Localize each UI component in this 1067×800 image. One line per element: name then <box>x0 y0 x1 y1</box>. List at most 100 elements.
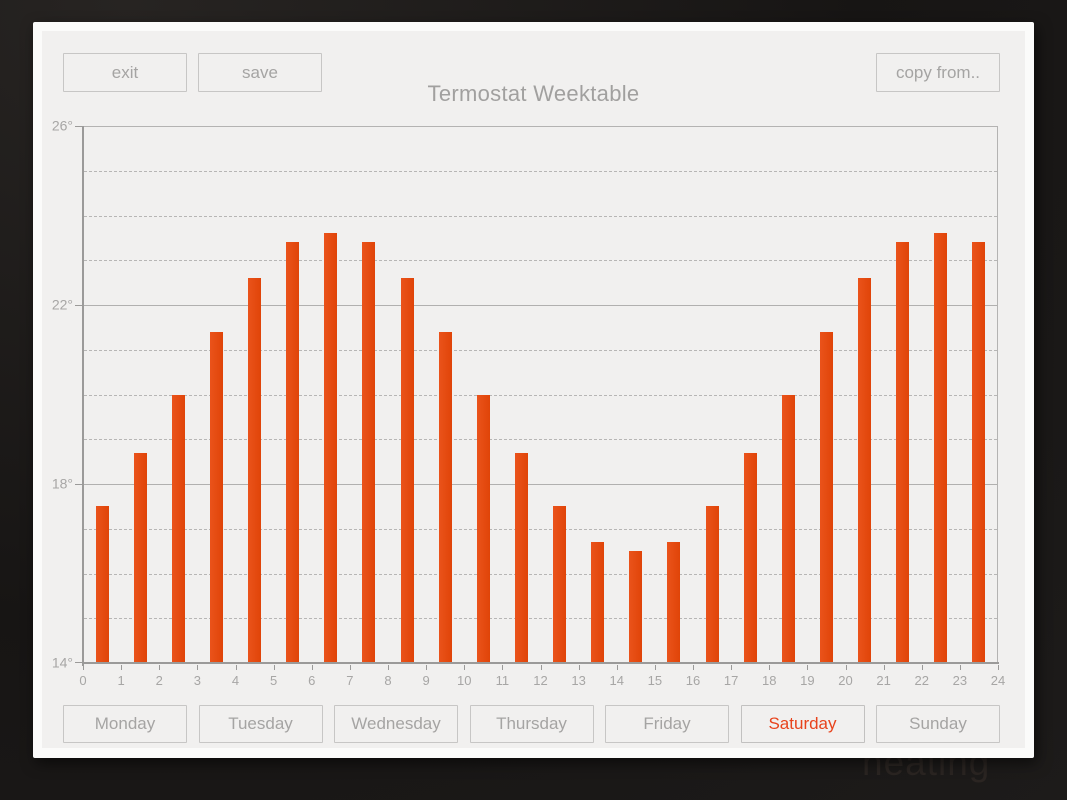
temperature-bar-hour-9[interactable] <box>438 331 452 662</box>
x-axis-label-23: 23 <box>952 673 968 688</box>
x-axis-line <box>82 662 999 664</box>
x-tick-1 <box>121 665 123 670</box>
temperature-bar-hour-5[interactable] <box>286 242 300 662</box>
x-tick-13 <box>578 665 580 670</box>
temperature-bar-hour-21[interactable] <box>896 242 910 662</box>
x-axis-label-20: 20 <box>838 673 853 688</box>
x-axis-label-21: 21 <box>876 673 891 688</box>
temperature-bar-hour-17[interactable] <box>743 452 757 662</box>
x-tick-21 <box>883 665 885 670</box>
temperature-bar-hour-20[interactable] <box>858 278 872 662</box>
x-axis-label-5: 5 <box>270 673 278 688</box>
temperature-bar-hour-3[interactable] <box>209 331 223 662</box>
x-axis-label-14: 14 <box>609 673 624 688</box>
y-tick-26 <box>75 126 82 127</box>
plot-area: 26° 22° 18° 14° 0 1 2 3 4 5 6 7 8 9 10 11 12 13 14 15 16 17 18… <box>52 118 1005 688</box>
x-axis-label-7: 7 <box>346 673 354 688</box>
x-tick-19 <box>807 665 809 670</box>
x-axis-label-2: 2 <box>155 673 163 688</box>
temperature-bar-hour-16[interactable] <box>705 506 719 662</box>
x-axis-label-19: 19 <box>800 673 815 688</box>
temperature-bar-hour-14[interactable] <box>629 551 643 662</box>
temperature-bar-hour-23[interactable] <box>972 242 986 662</box>
panel-content: exit save Termostat Weektable copy from.… <box>42 31 1025 748</box>
x-tick-7 <box>349 665 351 670</box>
x-tick-0 <box>83 665 84 670</box>
thermostat-weektable-window: exit save Termostat Weektable copy from.… <box>33 22 1034 758</box>
x-axis-label-4: 4 <box>231 673 240 688</box>
x-tick-2 <box>159 665 161 670</box>
temperature-bar-hour-19[interactable] <box>819 331 833 662</box>
gridline-20-deg <box>84 394 997 396</box>
exit-button[interactable]: exit <box>63 53 187 92</box>
y-axis-label-26: 26° <box>51 117 73 134</box>
x-axis-label-6: 6 <box>308 673 316 688</box>
x-axis-label-8: 8 <box>384 673 392 688</box>
x-tick-3 <box>197 665 199 670</box>
temperature-bar-hour-6[interactable] <box>324 233 338 662</box>
day-tab-tuesday[interactable]: Tuesday <box>198 705 323 743</box>
day-tab-sunday[interactable]: Sunday <box>876 705 1000 743</box>
temperature-bar-hour-22[interactable] <box>934 233 948 662</box>
x-axis-label-11: 11 <box>495 673 510 688</box>
day-tab-monday[interactable]: Monday <box>63 705 187 743</box>
day-tab-wednesday[interactable]: Wednesday <box>334 705 458 743</box>
save-button[interactable]: save <box>198 53 322 92</box>
x-axis-label-1: 1 <box>117 673 125 688</box>
x-tick-18 <box>769 665 771 670</box>
temperature-bar-hour-18[interactable] <box>781 394 795 662</box>
temperature-bar-hour-13[interactable] <box>591 542 605 662</box>
gridline-18-deg <box>84 484 997 485</box>
temperature-bar-hour-12[interactable] <box>553 506 567 662</box>
gridline-21-deg <box>84 349 997 351</box>
day-tab-thursday[interactable]: Thursday <box>469 705 594 743</box>
y-axis-label-14: 14° <box>51 654 73 671</box>
day-tab-friday[interactable]: Friday <box>605 705 729 743</box>
x-tick-14 <box>616 665 618 670</box>
y-axis-line <box>82 126 84 666</box>
copy-from-button[interactable]: copy from.. <box>876 53 1000 92</box>
temperature-bar-hour-1[interactable] <box>133 452 147 662</box>
x-axis-label-18: 18 <box>762 673 777 688</box>
gridline-24-deg <box>84 215 997 217</box>
x-tick-22 <box>921 665 923 670</box>
x-axis-label-17: 17 <box>723 673 739 688</box>
y-tick-14 <box>75 662 82 663</box>
y-axis-label-22: 22° <box>51 296 73 313</box>
x-tick-10 <box>464 665 466 670</box>
temperature-bar-hour-7[interactable] <box>362 242 376 662</box>
temperature-bar-hour-0[interactable] <box>95 506 109 662</box>
gridline-25-deg <box>84 170 997 172</box>
temperature-bar-hour-2[interactable] <box>171 394 185 662</box>
gridline-17-deg <box>84 528 997 530</box>
temperature-bar-hour-15[interactable] <box>667 542 681 662</box>
temperature-bar-hour-10[interactable] <box>476 394 490 662</box>
temperature-bar-hour-4[interactable] <box>248 278 262 662</box>
x-tick-11 <box>502 665 504 670</box>
gridline-15-deg <box>84 618 997 620</box>
x-tick-5 <box>273 665 275 670</box>
x-tick-6 <box>311 665 313 670</box>
temperature-bar-hour-8[interactable] <box>400 278 414 662</box>
x-axis-label-0: 0 <box>79 673 87 688</box>
x-axis-label-12: 12 <box>533 673 548 688</box>
y-tick-18 <box>75 484 82 485</box>
x-axis-label-24: 24 <box>990 673 1006 688</box>
day-tab-saturday[interactable]: Saturday <box>740 705 865 743</box>
plot-border-top <box>83 126 998 127</box>
x-tick-8 <box>388 665 389 670</box>
x-tick-4 <box>235 665 237 670</box>
gridline-19-deg <box>84 439 997 441</box>
x-tick-15 <box>654 665 656 670</box>
x-axis-label-15: 15 <box>647 673 663 688</box>
x-tick-24 <box>998 665 999 670</box>
x-axis-label-9: 9 <box>422 673 430 688</box>
plot-border-right <box>997 126 998 663</box>
y-tick-22 <box>75 305 82 306</box>
x-axis-label-16: 16 <box>685 673 701 688</box>
gridline-23-deg <box>84 260 997 262</box>
x-axis-label-13: 13 <box>571 673 586 688</box>
temperature-bar-hour-11[interactable] <box>514 452 528 662</box>
x-tick-23 <box>959 665 961 670</box>
x-axis-label-22: 22 <box>914 673 929 688</box>
